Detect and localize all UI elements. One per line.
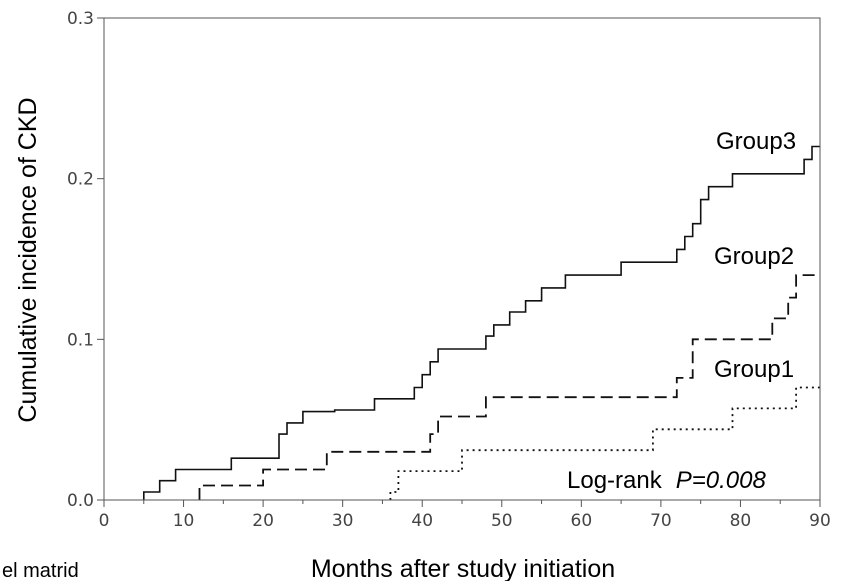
log-rank-prefix: Log-rank <box>567 467 663 494</box>
plot-frame <box>103 17 821 501</box>
y-axis-ticks: 0.0 0.1 0.2 0.3 <box>67 9 104 511</box>
y-tick-label: 0.0 <box>67 491 94 511</box>
p-value: P=0.008 <box>676 467 767 494</box>
y-axis-title: Cumulative incidence of CKD <box>14 97 42 422</box>
x-tick-label: 50 <box>491 511 513 531</box>
x-tick-label: 30 <box>332 511 354 531</box>
x-tick-label: 20 <box>252 511 274 531</box>
series-label-group1: Group1 <box>714 356 794 383</box>
x-tick-label: 80 <box>730 511 752 531</box>
series-label-group2: Group2 <box>714 243 794 270</box>
y-tick-label: 0.2 <box>67 170 94 190</box>
series-line-group3 <box>143 145 820 500</box>
x-tick-label: 70 <box>650 511 672 531</box>
log-rank-annotation: Log-rank P=0.008 <box>567 467 766 494</box>
x-axis-ticks: 0 10 20 30 40 50 60 70 80 90 <box>99 500 831 531</box>
x-tick-label: 40 <box>411 511 433 531</box>
y-tick-label: 0.1 <box>67 330 94 350</box>
x-tick-label: 0 <box>99 511 110 531</box>
caption-fragment: el matrid <box>2 561 79 581</box>
series-line-group1 <box>389 386 820 500</box>
y-tick-label: 0.3 <box>67 9 94 29</box>
series-label-group3: Group3 <box>716 128 796 155</box>
x-tick-label: 10 <box>173 511 195 531</box>
x-tick-label: 60 <box>571 511 593 531</box>
series-line-group2 <box>198 274 820 500</box>
series-layer <box>143 145 820 500</box>
x-axis-title: Months after study initiation <box>311 555 615 581</box>
x-tick-label: 90 <box>809 511 831 531</box>
